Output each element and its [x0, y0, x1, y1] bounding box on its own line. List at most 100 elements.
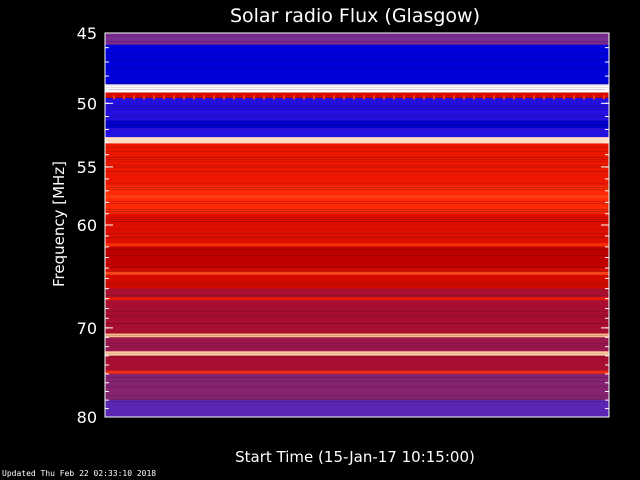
chart-title: Solar radio Flux (Glasgow) — [230, 5, 480, 27]
texture-row — [105, 401, 609, 402]
texture-row — [105, 107, 609, 108]
periodic-marker — [243, 95, 245, 100]
periodic-marker — [513, 95, 515, 100]
texture-row — [105, 233, 609, 234]
periodic-marker — [373, 95, 375, 100]
texture-row — [105, 35, 609, 36]
texture-row — [105, 165, 609, 166]
texture-row — [105, 323, 609, 324]
texture-row — [105, 221, 609, 222]
periodic-marker — [193, 95, 195, 100]
periodic-marker — [383, 95, 385, 100]
texture-row — [105, 109, 609, 110]
periodic-marker — [333, 95, 335, 100]
texture-row — [105, 315, 609, 316]
frequency-band — [105, 246, 609, 269]
texture-row — [105, 83, 609, 84]
texture-row — [105, 343, 609, 344]
frequency-band — [105, 400, 609, 417]
y-tick-label: 60 — [77, 216, 97, 235]
texture-row — [105, 151, 609, 152]
periodic-marker — [213, 95, 215, 100]
periodic-marker — [503, 95, 505, 100]
texture-row — [105, 183, 609, 184]
periodic-marker — [523, 95, 525, 100]
texture-row — [105, 185, 609, 186]
texture-row — [105, 237, 609, 238]
frequency-band — [105, 184, 609, 214]
texture-row — [105, 219, 609, 220]
texture-row — [105, 147, 609, 148]
frequency-band — [105, 137, 609, 144]
periodic-marker — [363, 95, 365, 100]
texture-row — [105, 317, 609, 318]
frequency-streak — [105, 370, 609, 374]
texture-row — [105, 295, 609, 296]
frequency-band — [105, 33, 609, 45]
periodic-marker — [533, 95, 535, 100]
frequency-streak — [105, 271, 609, 275]
periodic-marker — [393, 95, 395, 100]
texture-row — [105, 53, 609, 54]
frequency-band — [105, 337, 609, 352]
periodic-marker — [473, 95, 475, 100]
texture-row — [105, 355, 609, 356]
periodic-marker — [223, 95, 225, 100]
texture-row — [105, 97, 609, 98]
periodic-marker — [183, 95, 185, 100]
frequency-band — [105, 128, 609, 138]
frequency-band — [105, 351, 609, 356]
periodic-marker — [413, 95, 415, 100]
texture-row — [105, 335, 609, 336]
frequency-band — [105, 120, 609, 129]
frequency-streak — [105, 297, 609, 301]
texture-row — [105, 283, 609, 284]
periodic-marker — [173, 95, 175, 100]
frequency-streak — [105, 195, 609, 199]
periodic-marker — [133, 95, 135, 100]
y-tick-label: 70 — [77, 319, 97, 338]
periodic-marker — [303, 95, 305, 100]
plot-area — [104, 32, 610, 418]
texture-row — [105, 203, 609, 204]
texture-row — [105, 249, 609, 250]
periodic-marker — [233, 95, 235, 100]
texture-row — [105, 285, 609, 286]
texture-row — [105, 353, 609, 354]
texture-row — [105, 229, 609, 230]
periodic-marker — [593, 95, 595, 100]
texture-row — [105, 347, 609, 348]
periodic-marker — [583, 95, 585, 100]
frequency-band — [105, 333, 609, 338]
periodic-marker — [443, 95, 445, 100]
texture-row — [105, 161, 609, 162]
frequency-band — [105, 97, 609, 121]
y-tick-label: 45 — [77, 24, 97, 43]
periodic-marker — [113, 95, 115, 100]
texture-row — [105, 67, 609, 68]
y-tick-label: 55 — [77, 158, 97, 177]
texture-row — [105, 381, 609, 382]
periodic-marker — [603, 95, 605, 100]
periodic-marker — [313, 95, 315, 100]
texture-row — [105, 217, 609, 218]
periodic-marker — [203, 95, 205, 100]
texture-row — [105, 311, 609, 312]
periodic-marker — [163, 95, 165, 100]
texture-row — [105, 395, 609, 396]
periodic-marker — [493, 95, 495, 100]
texture-row — [105, 117, 609, 118]
y-axis: 45 50 55 60 70 80 — [77, 24, 609, 427]
x-axis-label: Start Time (15-Jan-17 10:15:00) — [235, 448, 475, 466]
frequency-band — [105, 143, 609, 185]
texture-row — [105, 399, 609, 400]
frequency-band — [105, 213, 609, 247]
periodic-marker — [323, 95, 325, 100]
texture-row — [105, 377, 609, 378]
texture-row — [105, 121, 609, 122]
texture-row — [105, 171, 609, 172]
periodic-marker — [423, 95, 425, 100]
frequency-band — [105, 44, 609, 85]
texture-row — [105, 345, 609, 346]
texture-row — [105, 201, 609, 202]
